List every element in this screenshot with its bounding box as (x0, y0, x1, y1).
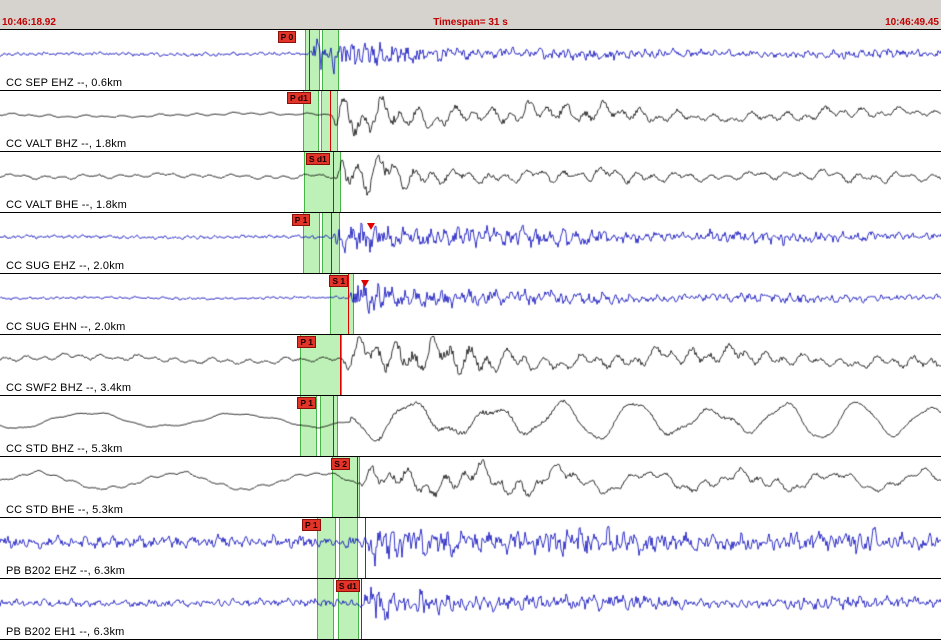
pick-flag[interactable]: S 1 (329, 275, 349, 287)
trace-row: CC STD BHE --, 5.3km S 2 (0, 457, 941, 518)
timespan-label: Timespan= 31 s (433, 17, 508, 28)
waveform-canvas[interactable] (0, 335, 941, 395)
window-end-time: 10:46:49.45 (885, 17, 939, 28)
station-label: CC SUG EHN --, 2.0km (6, 321, 126, 333)
pick-flag[interactable]: P 1 (291, 214, 311, 226)
trace-panel: CC SEP EHZ --, 0.6km P 0 CC VALT BHZ --,… (0, 30, 941, 640)
pick-flag[interactable]: P 1 (302, 519, 321, 531)
waveform-canvas[interactable] (0, 30, 941, 90)
pick-time-line[interactable] (330, 91, 332, 151)
trace-row: CC SUG EHN --, 2.0km S 1 (0, 274, 941, 335)
pick-time-line[interactable] (333, 396, 335, 456)
waveform-canvas[interactable] (0, 213, 941, 273)
window-start-time: 10:46:18.92 (2, 17, 56, 28)
pick-time-line[interactable] (361, 579, 363, 639)
station-label: CC SUG EHZ --, 2.0km (6, 260, 125, 272)
waveform-canvas[interactable] (0, 579, 941, 639)
trace-row: CC SUG EHZ --, 2.0km P 1 (0, 213, 941, 274)
trace-row: PB B202 EHZ --, 6.3km P 1 (0, 518, 941, 579)
waveform-canvas[interactable] (0, 152, 941, 212)
waveform-canvas[interactable] (0, 457, 941, 517)
station-label: CC SWF2 BHZ --, 3.4km (6, 382, 132, 394)
pick-flag[interactable]: S d1 (305, 153, 330, 165)
waveform-canvas[interactable] (0, 91, 941, 151)
waveform-canvas[interactable] (0, 518, 941, 578)
pick-time-line[interactable] (333, 152, 335, 212)
waveform-canvas[interactable] (0, 274, 941, 334)
station-label: PB B202 EHZ --, 6.3km (6, 565, 126, 577)
pick-time-line[interactable] (331, 213, 333, 273)
trace-row: CC VALT BHE --, 1.8km S d1 (0, 152, 941, 213)
pick-flag[interactable]: S 2 (331, 458, 350, 470)
pick-time-line[interactable] (365, 518, 367, 578)
station-label: CC SEP EHZ --, 0.6km (6, 77, 123, 89)
pick-flag[interactable]: S d1 (335, 580, 360, 592)
station-label: CC STD BHZ --, 5.3km (6, 443, 123, 455)
pick-time-line[interactable] (348, 274, 350, 334)
pick-flag[interactable]: P 1 (297, 397, 316, 409)
trace-row: CC VALT BHZ --, 1.8km P d1 (0, 91, 941, 152)
pick-flag[interactable]: P d1 (287, 92, 311, 104)
station-label: CC VALT BHE --, 1.8km (6, 199, 127, 211)
station-label: PB B202 EH1 --, 6.3km (6, 626, 125, 638)
pick-time-line[interactable] (356, 457, 358, 517)
header-bar: 61333176 UW 2017-09-24 10:46:28.02 46.19… (0, 0, 941, 17)
pick-time-line[interactable] (339, 335, 341, 395)
pick-flag[interactable]: P 1 (297, 336, 316, 348)
pick-flag[interactable]: P 0 (277, 31, 297, 43)
trace-row: CC SEP EHZ --, 0.6km P 0 (0, 30, 941, 91)
time-bar: 10:46:18.92 Timespan= 31 s 10:46:49.45 (0, 17, 941, 30)
trace-row: PB B202 EH1 --, 6.3km S d1 (0, 579, 941, 640)
station-label: CC STD BHE --, 5.3km (6, 504, 124, 516)
pick-marker-triangle[interactable] (361, 280, 370, 287)
pick-marker-triangle[interactable] (366, 222, 375, 230)
waveform-canvas[interactable] (0, 396, 941, 456)
trace-row: CC STD BHZ --, 5.3km P 1 (0, 396, 941, 457)
station-label: CC VALT BHZ --, 1.8km (6, 138, 127, 150)
pick-time-line[interactable] (308, 30, 310, 90)
trace-row: CC SWF2 BHZ --, 3.4km P 1 (0, 335, 941, 396)
